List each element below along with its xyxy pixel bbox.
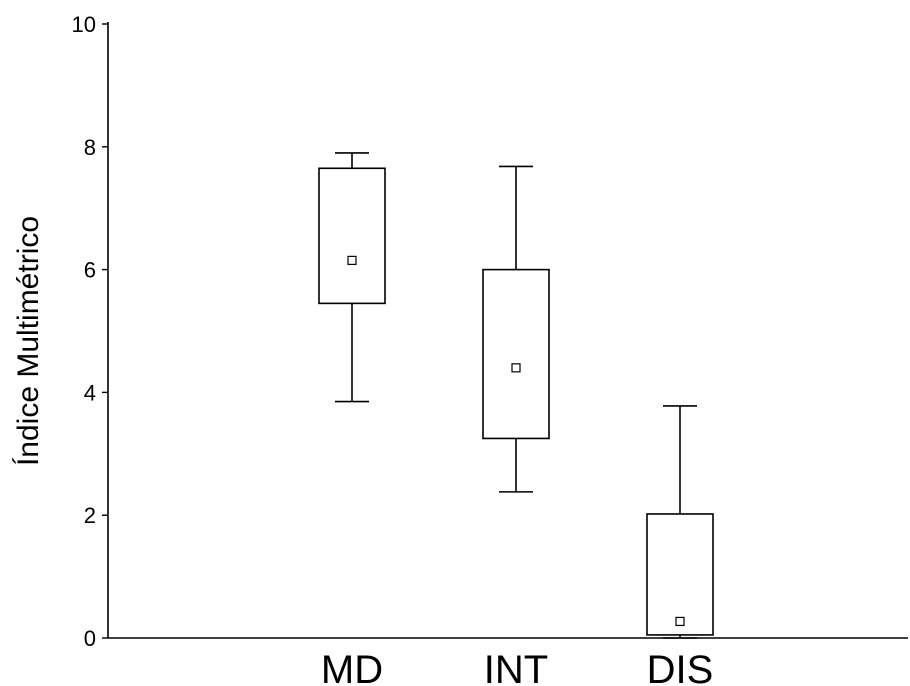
y-axis-label: Índice Multimétrico [12,216,45,466]
box-dis [646,405,714,639]
x-tick-label-int: INT [484,648,548,686]
y-ticks: 0 2 4 6 8 10 [72,12,108,651]
mean-marker-dis [675,616,685,627]
y-tick-label-10: 10 [72,12,96,37]
mean-marker-md [347,255,357,265]
x-tick-label-md: MD [321,648,383,686]
y-tick-label-4: 4 [84,380,96,405]
y-tick-label-0: 0 [84,626,96,651]
box-md [318,152,386,403]
boxes [318,152,714,639]
box-iqr-int [482,268,550,440]
y-tick-label-6: 6 [84,258,96,283]
box-iqr-dis [646,513,714,636]
x-tick-label-dis: DIS [647,648,714,686]
x-ticks: MD INT DIS [321,648,713,686]
y-tick-label-8: 8 [84,135,96,160]
y-tick-label-2: 2 [84,503,96,528]
box-iqr-md [318,167,386,305]
axes [107,22,908,639]
box-int [482,165,550,493]
mean-marker-int [511,363,521,373]
